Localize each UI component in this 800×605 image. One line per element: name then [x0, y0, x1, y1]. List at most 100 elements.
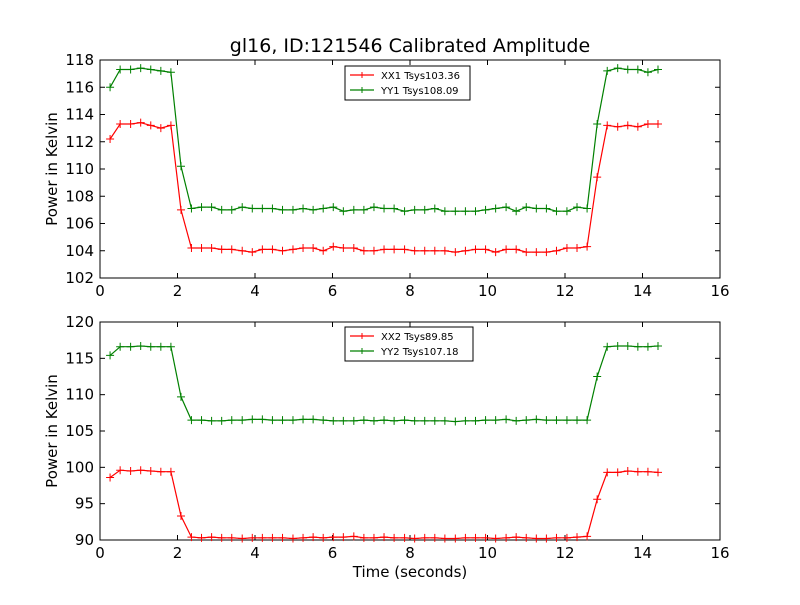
data-point [593, 173, 602, 182]
data-point [573, 203, 582, 212]
data-point [126, 342, 135, 351]
data-point [440, 207, 449, 216]
data-point [471, 207, 480, 216]
data-point [176, 512, 185, 521]
data-point [410, 246, 419, 255]
data-point [532, 204, 541, 213]
data-point [542, 416, 551, 425]
data-point [349, 532, 358, 541]
data-point [430, 204, 439, 213]
legend-marker [359, 333, 365, 339]
data-point [613, 122, 622, 131]
data-point [319, 416, 328, 425]
data-point [309, 244, 318, 253]
data-point [461, 246, 470, 255]
data-point [238, 246, 247, 255]
data-point [349, 416, 358, 425]
data-point [603, 342, 612, 351]
data-point [359, 205, 368, 214]
data-point [238, 534, 247, 543]
data-point [248, 204, 257, 213]
data-point [633, 467, 642, 476]
data-point [390, 533, 399, 542]
data-point [430, 533, 439, 542]
data-point [146, 65, 155, 74]
data-point [400, 533, 409, 542]
data-point [106, 135, 115, 144]
data-point [329, 242, 338, 251]
data-point [451, 534, 460, 543]
x-tick-label: 10 [478, 282, 497, 300]
x-axis-label: Time (seconds) [352, 563, 468, 581]
data-point [369, 203, 378, 212]
data-point [187, 533, 196, 542]
data-point [390, 416, 399, 425]
x-tick-label: 4 [250, 282, 260, 300]
data-point [583, 532, 592, 541]
data-point [532, 415, 541, 424]
data-point [502, 533, 511, 542]
data-point [217, 205, 226, 214]
data-point [440, 246, 449, 255]
data-point [369, 533, 378, 542]
y-axis-label: Power in Kelvin [43, 374, 61, 488]
x-tick-label: 10 [478, 544, 497, 562]
x-tick-label: 14 [633, 544, 652, 562]
data-point [288, 205, 297, 214]
data-point [512, 245, 521, 254]
data-point [319, 204, 328, 213]
y-tick-label: 104 [65, 242, 94, 260]
y-tick-label: 110 [65, 386, 94, 404]
data-point [116, 342, 125, 351]
data-point [106, 473, 115, 482]
data-point [623, 341, 632, 350]
data-point [329, 416, 338, 425]
data-point [654, 468, 662, 477]
data-point [522, 203, 531, 212]
data-point [643, 120, 652, 129]
data-point [156, 342, 165, 351]
y-tick-label: 112 [65, 133, 94, 151]
data-point [278, 533, 287, 542]
data-point [136, 118, 145, 127]
data-point [573, 533, 582, 542]
x-tick-label: 14 [633, 282, 652, 300]
data-point [440, 416, 449, 425]
data-point [451, 248, 460, 257]
y-tick-label: 115 [65, 349, 94, 367]
data-point [187, 416, 196, 425]
series-yy1 [106, 64, 662, 216]
data-point [136, 341, 145, 350]
data-point [146, 466, 155, 475]
data-point [623, 65, 632, 74]
series-line [109, 122, 658, 253]
data-point [613, 64, 622, 73]
legend-box [344, 326, 474, 362]
data-point [238, 203, 247, 212]
y-tick-label: 114 [65, 106, 94, 124]
data-point [643, 467, 652, 476]
y-tick-label: 100 [65, 458, 94, 476]
y-tick-label: 90 [75, 531, 94, 549]
chart-title: gl16, ID:121546 Calibrated Amplitude [230, 35, 590, 57]
data-point [248, 415, 257, 424]
y-tick-label: 110 [65, 160, 94, 178]
data-point [410, 416, 419, 425]
data-point [116, 120, 125, 129]
x-tick-label: 2 [173, 282, 183, 300]
data-point [207, 416, 216, 425]
data-point [623, 121, 632, 130]
data-point [258, 533, 267, 542]
data-point [532, 248, 541, 257]
data-point [542, 248, 551, 257]
data-point [136, 466, 145, 475]
data-point [573, 416, 582, 425]
data-point [217, 245, 226, 254]
data-point [420, 246, 429, 255]
series-xx2 [106, 466, 662, 543]
x-tick-label: 16 [710, 544, 729, 562]
data-point [176, 392, 185, 401]
data-point [319, 533, 328, 542]
data-point [522, 416, 531, 425]
data-point [552, 416, 561, 425]
